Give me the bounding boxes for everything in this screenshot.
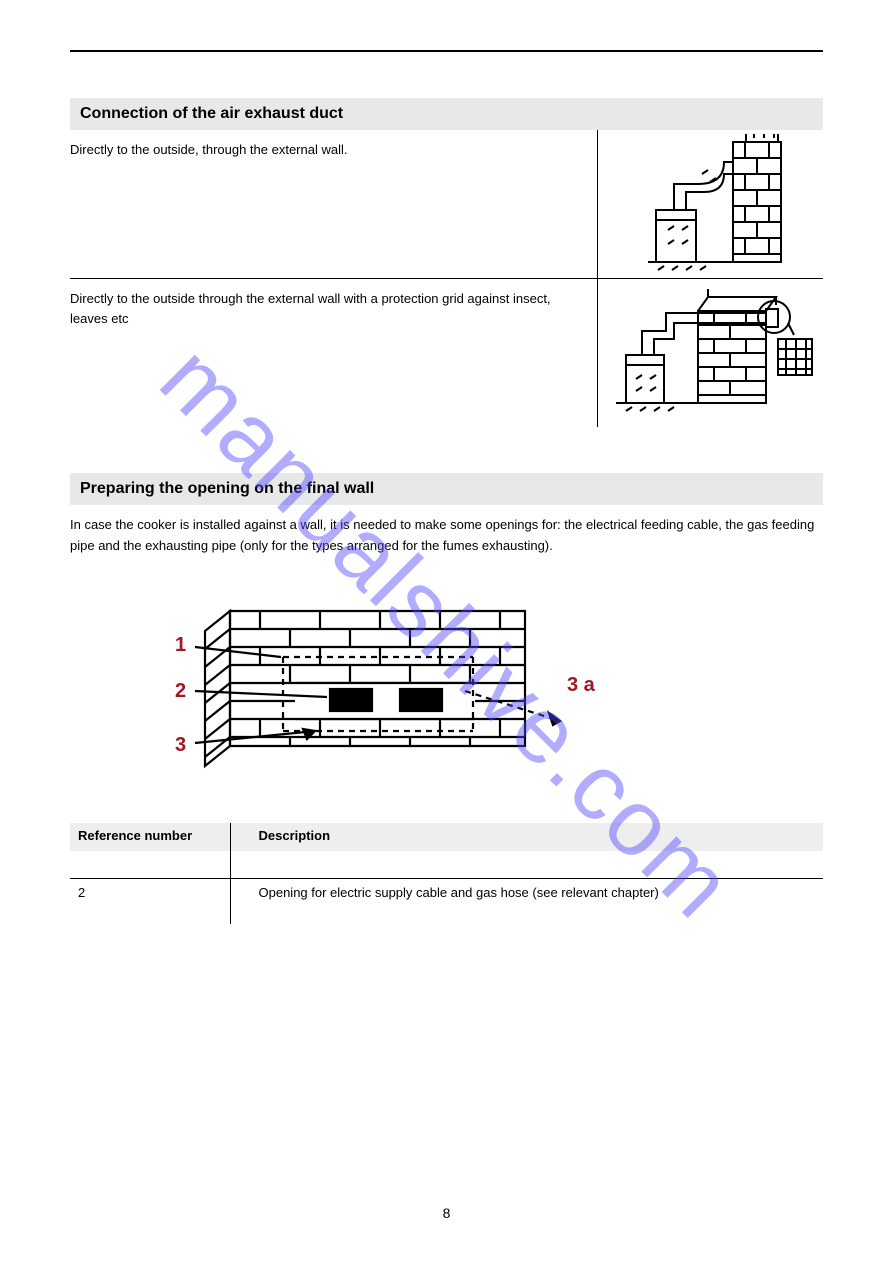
figure-label-2: 2 [175,680,186,702]
table-row [70,865,823,879]
option-figure-grid [598,279,823,427]
wall-opening-figure: 1 2 3 3 a [165,571,635,801]
section-heading-opening: Preparing the opening on the final wall [70,473,823,505]
opening-intro-text: In case the cooker is installed against … [70,515,823,557]
option-figure-direct [598,130,823,278]
table-cell-desc-2: Opening for electric supply cable and ga… [230,879,823,901]
option-text-direct: Directly to the outside, through the ext… [70,130,598,278]
section-heading-connection: Connection of the air exhaust duct [70,98,823,130]
table-header-description: Description [230,823,823,851]
table-header-number: Reference number [70,823,230,851]
opening-description-table: Reference number Description 2 Opening f… [70,823,823,925]
figure-label-3: 3 [175,734,186,756]
page-number: 8 [0,1205,893,1221]
figure-label-1: 1 [175,634,186,656]
option-row-grid: Directly to the outside through the exte… [70,279,823,427]
duct-direct-illustration [628,134,793,274]
table-header-row: Reference number Description [70,823,823,851]
table-row [70,851,823,865]
duct-grid-illustration [606,283,816,423]
option-text-grid: Directly to the outside through the exte… [70,279,598,427]
header-rule [70,50,823,52]
table-row: 2 Opening for electric supply cable and … [70,879,823,901]
option-row-direct: Directly to the outside, through the ext… [70,130,823,279]
table-cell-number-2: 2 [70,879,230,901]
figure-label-3a: 3 a [567,674,596,696]
table-row [70,900,823,924]
